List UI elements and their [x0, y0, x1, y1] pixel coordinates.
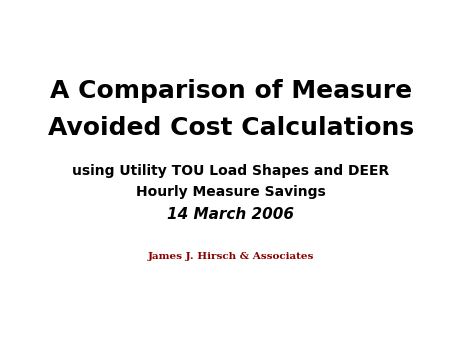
Text: Hourly Measure Savings: Hourly Measure Savings [136, 185, 325, 198]
Text: using Utility TOU Load Shapes and DEER: using Utility TOU Load Shapes and DEER [72, 164, 389, 178]
Text: A Comparison of Measure: A Comparison of Measure [50, 79, 412, 103]
Text: 14 March 2006: 14 March 2006 [167, 208, 294, 222]
Text: James J. Hirsch & Associates: James J. Hirsch & Associates [148, 252, 314, 261]
Text: Avoided Cost Calculations: Avoided Cost Calculations [48, 116, 414, 140]
